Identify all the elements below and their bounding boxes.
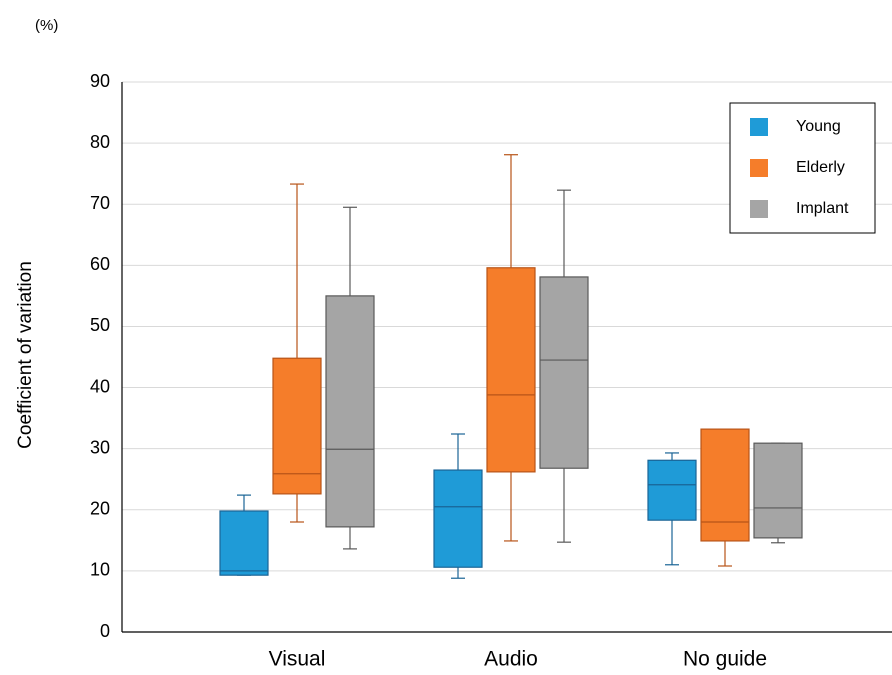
y-tick-label: 70 bbox=[90, 193, 110, 213]
y-tick-label: 10 bbox=[90, 560, 110, 580]
box bbox=[219, 510, 269, 576]
legend-label: Elderly bbox=[796, 159, 845, 176]
legend-swatch bbox=[750, 118, 768, 136]
legend-swatch bbox=[750, 200, 768, 218]
y-tick-label: 50 bbox=[90, 315, 110, 335]
y-tick-label: 80 bbox=[90, 132, 110, 152]
box bbox=[647, 459, 697, 521]
box bbox=[753, 442, 803, 539]
legend-swatch bbox=[750, 159, 768, 177]
box bbox=[539, 276, 589, 469]
y-axis-label: Coefficient of variation bbox=[15, 261, 36, 449]
box bbox=[433, 469, 483, 568]
box bbox=[325, 295, 375, 528]
y-tick-label: 20 bbox=[90, 499, 110, 519]
y-tick-label: 0 bbox=[100, 621, 110, 641]
x-tick-label: Audio bbox=[484, 648, 538, 671]
box bbox=[486, 267, 536, 473]
y-tick-label: 40 bbox=[90, 376, 110, 396]
y-tick-label: 30 bbox=[90, 437, 110, 457]
box bbox=[700, 428, 750, 542]
x-tick-label: Visual bbox=[269, 648, 326, 671]
y-tick-label: 60 bbox=[90, 254, 110, 274]
y-tick-label: 90 bbox=[90, 71, 110, 91]
unit-label: (%) bbox=[35, 17, 58, 34]
box bbox=[272, 357, 322, 495]
x-tick-label: No guide bbox=[683, 648, 767, 671]
legend-label: Implant bbox=[796, 200, 849, 217]
legend-label: Young bbox=[796, 118, 841, 135]
